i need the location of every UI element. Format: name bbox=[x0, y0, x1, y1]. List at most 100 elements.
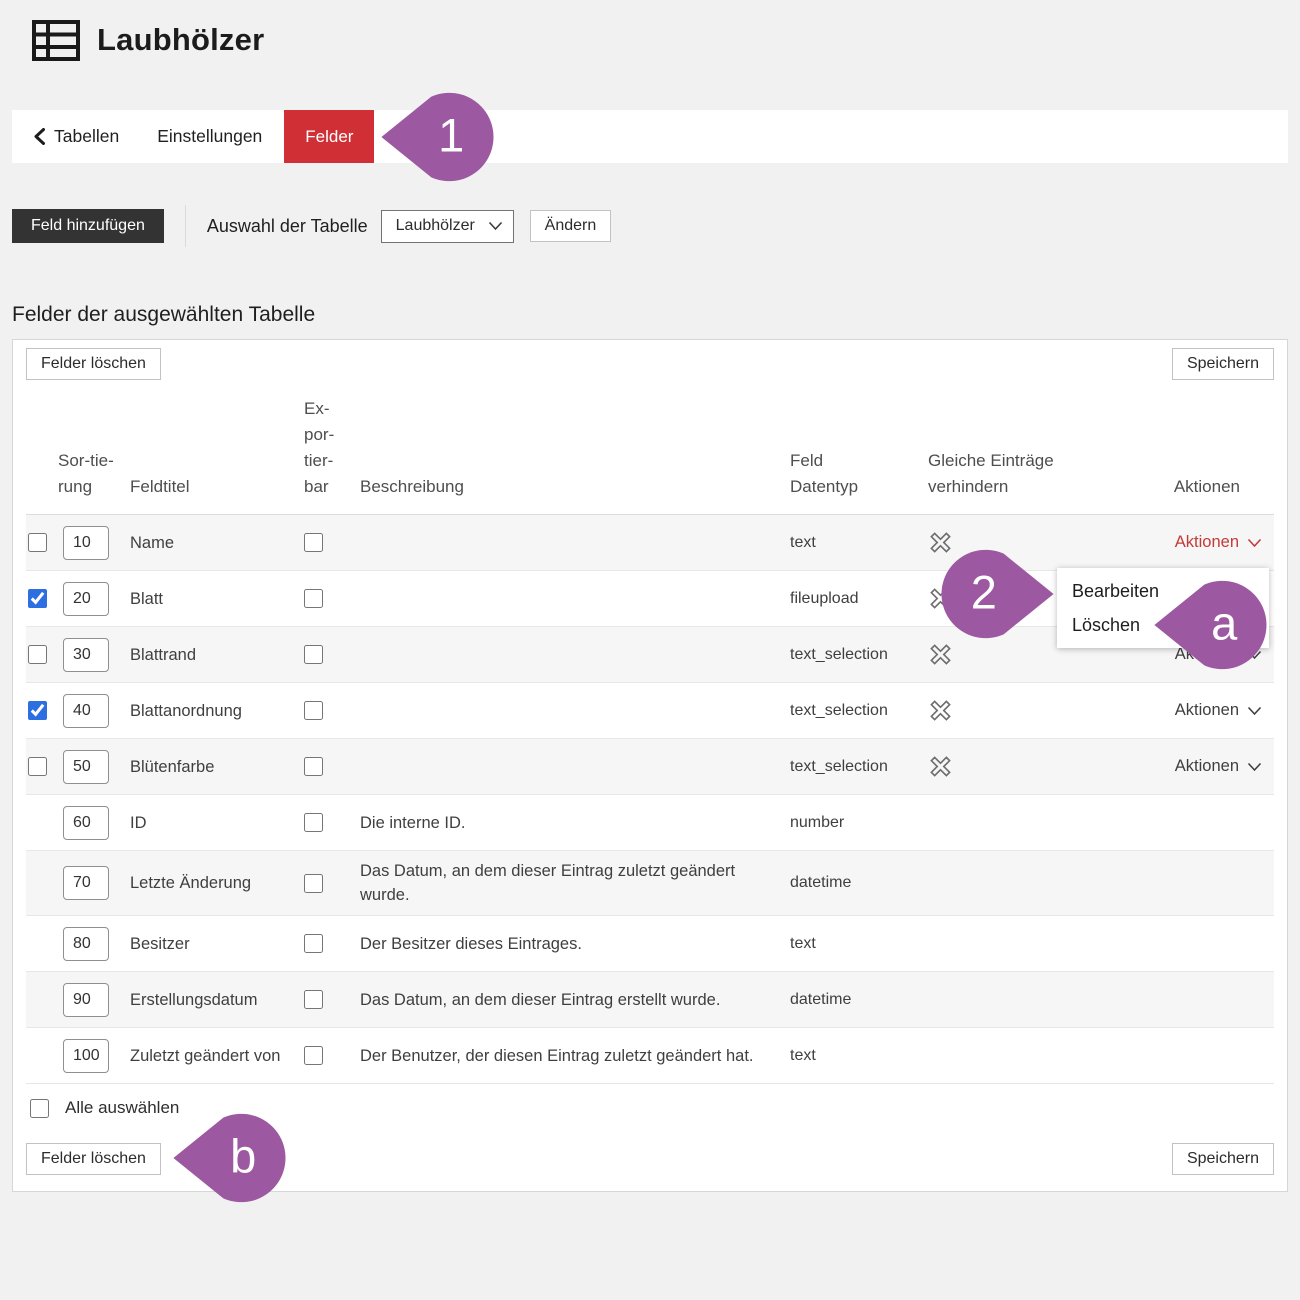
field-title: Letzte Änderung bbox=[130, 874, 252, 892]
sort-order-cell bbox=[56, 693, 124, 728]
exportable-checkbox[interactable] bbox=[304, 813, 323, 832]
prevent-duplicates-icon[interactable] bbox=[928, 530, 953, 555]
exportable-checkbox[interactable] bbox=[304, 589, 323, 608]
table-select[interactable]: Laubhölzer bbox=[380, 209, 514, 243]
sort-order-cell bbox=[56, 982, 124, 1017]
prevent-duplicates-icon[interactable] bbox=[928, 754, 953, 779]
actions-dropdown-link[interactable]: Aktionen bbox=[1175, 533, 1262, 552]
field-title: Blattanordnung bbox=[130, 701, 242, 720]
row-select-checkbox[interactable] bbox=[28, 589, 47, 608]
field-title: Besitzer bbox=[130, 934, 190, 953]
field-datatype: fileupload bbox=[790, 589, 859, 607]
chevron-down-icon bbox=[488, 221, 502, 231]
column-header-exportable: Ex-por-tier-bar bbox=[304, 399, 335, 496]
menu-item-bearbeiten[interactable]: Bearbeiten bbox=[1072, 580, 1160, 601]
prevent-duplicates-icon[interactable] bbox=[928, 642, 953, 667]
sort-order-cell bbox=[56, 637, 124, 672]
sort-order-cell bbox=[56, 749, 124, 784]
table-row: ID Die interne ID. number bbox=[26, 795, 1274, 851]
table-select-label: Auswahl der Tabelle bbox=[206, 215, 368, 236]
page: Laubhölzer Tabellen Einstellungen Felder… bbox=[12, 12, 1288, 1203]
sort-order-input[interactable] bbox=[63, 1038, 109, 1073]
row-select-cell bbox=[26, 701, 56, 720]
field-title: Blatt bbox=[130, 589, 164, 608]
sort-order-cell bbox=[56, 926, 124, 961]
row-select-checkbox[interactable] bbox=[28, 645, 47, 664]
nav-back-tabellen[interactable]: Tabellen bbox=[34, 126, 119, 147]
sort-order-input[interactable] bbox=[63, 982, 109, 1017]
table-row: Erstellungsdatum Das Datum, an dem dieser… bbox=[26, 972, 1274, 1028]
exportable-checkbox[interactable] bbox=[304, 757, 323, 776]
sort-order-input[interactable] bbox=[63, 581, 109, 616]
save-button-bottom[interactable]: Speichern bbox=[1171, 1143, 1274, 1175]
exportable-cell bbox=[297, 533, 354, 552]
column-header-actions: Aktionen bbox=[1173, 477, 1240, 496]
select-all-row: Alle auswählen bbox=[26, 1084, 1274, 1131]
nav-back-label: Tabellen bbox=[54, 126, 120, 146]
row-select-cell bbox=[26, 645, 56, 664]
exportable-checkbox[interactable] bbox=[304, 873, 323, 893]
prevent-duplicates-icon[interactable] bbox=[928, 698, 953, 723]
table-row: Blattanordnung text_selection Aktionen bbox=[26, 683, 1274, 739]
exportable-checkbox[interactable] bbox=[304, 701, 323, 720]
actions-dropdown-link[interactable]: Aktionen bbox=[1175, 701, 1262, 720]
exportable-checkbox[interactable] bbox=[304, 990, 323, 1009]
nav-tab-felder[interactable]: Felder bbox=[284, 110, 375, 163]
sort-order-cell bbox=[56, 581, 124, 616]
add-field-button[interactable]: Feld hinzufügen bbox=[12, 209, 164, 243]
sort-order-input[interactable] bbox=[63, 866, 109, 900]
prevent-duplicates-cell bbox=[919, 530, 1156, 555]
callout-teardrop-left bbox=[381, 92, 494, 182]
delete-fields-button-top[interactable]: Felder löschen bbox=[26, 348, 161, 380]
field-description: Der Benutzer, der diesen Eintrag zuletzt… bbox=[360, 1046, 754, 1065]
row-select-checkbox[interactable] bbox=[28, 757, 47, 776]
table-row: Blütenfarbe text_selection Aktionen bbox=[26, 739, 1274, 795]
prevent-duplicates-icon[interactable] bbox=[928, 586, 953, 611]
row-select-cell bbox=[26, 589, 56, 608]
row-select-checkbox[interactable] bbox=[28, 701, 47, 720]
actions-label: Aktionen bbox=[1174, 533, 1239, 551]
exportable-cell bbox=[297, 589, 354, 608]
actions-dropdown-link[interactable]: Aktionen bbox=[1175, 757, 1262, 776]
table-row: Letzte Änderung Das Datum, an dem dieser … bbox=[26, 851, 1274, 916]
menu-item-loeschen[interactable]: Löschen bbox=[1072, 614, 1141, 635]
select-all-checkbox[interactable] bbox=[30, 1098, 49, 1118]
app-header: Laubhölzer bbox=[12, 12, 1288, 66]
field-title: ID bbox=[130, 813, 147, 832]
field-datatype: text bbox=[790, 934, 816, 952]
table-select-value: Laubhölzer bbox=[395, 217, 475, 234]
sort-order-input[interactable] bbox=[63, 749, 109, 784]
sort-order-cell bbox=[56, 805, 124, 840]
page-title: Laubhölzer bbox=[97, 22, 265, 57]
change-table-button[interactable]: Ändern bbox=[529, 210, 612, 242]
field-title: Name bbox=[130, 533, 175, 552]
panel-bottombar: Felder löschen Speichern b bbox=[26, 1113, 1274, 1203]
exportable-checkbox[interactable] bbox=[304, 1046, 323, 1065]
save-button-top[interactable]: Speichern bbox=[1171, 348, 1274, 380]
exportable-checkbox[interactable] bbox=[304, 934, 323, 953]
exportable-cell bbox=[297, 934, 354, 953]
select-all-label: Alle auswählen bbox=[65, 1098, 180, 1117]
row-select-cell bbox=[26, 533, 56, 552]
column-header-title: Feldtitel bbox=[130, 477, 190, 496]
column-header-description: Beschreibung bbox=[360, 477, 464, 496]
delete-fields-button-bottom[interactable]: Felder löschen bbox=[26, 1143, 161, 1175]
fields-panel: Felder löschen Speichern Sor-tie-rung Fe… bbox=[12, 339, 1288, 1203]
sort-order-input[interactable] bbox=[63, 805, 109, 840]
sort-order-input[interactable] bbox=[63, 693, 109, 728]
chevron-down-icon bbox=[1247, 538, 1262, 547]
field-title: Erstellungsdatum bbox=[130, 990, 258, 1009]
nav-item-einstellungen[interactable]: Einstellungen bbox=[157, 126, 263, 146]
field-title: Blütenfarbe bbox=[130, 757, 215, 776]
exportable-checkbox[interactable] bbox=[304, 645, 323, 664]
field-datatype: text_selection bbox=[790, 645, 888, 663]
chevron-down-icon bbox=[1247, 762, 1262, 771]
sort-order-input[interactable] bbox=[63, 525, 109, 560]
exportable-checkbox[interactable] bbox=[304, 533, 323, 552]
sort-order-input[interactable] bbox=[63, 926, 109, 961]
row-select-checkbox[interactable] bbox=[28, 533, 47, 552]
field-datatype: datetime bbox=[790, 874, 852, 891]
exportable-cell bbox=[297, 990, 354, 1009]
sort-order-input[interactable] bbox=[63, 637, 109, 672]
